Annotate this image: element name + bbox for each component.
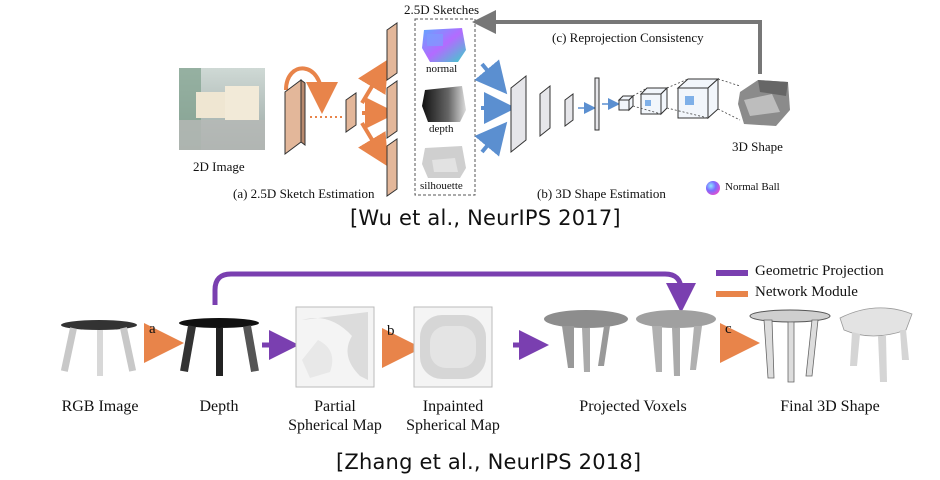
depth-label: depth: [429, 123, 454, 135]
projected-voxels-image: [544, 310, 716, 376]
citation-zhang: [Zhang et al., NeurIPS 2018]: [336, 450, 642, 474]
normal-sketch-image: [422, 28, 466, 62]
inpainted-spherical-map-image: [413, 306, 493, 388]
partial-map-label-1: Partial: [314, 398, 356, 415]
rgb-image-label: RGB Image: [61, 398, 139, 415]
output-shape-label: 3D Shape: [732, 139, 783, 154]
shape-encoder-maps: [510, 74, 620, 154]
inpainted-map-label-1: Inpainted: [422, 398, 484, 415]
final-shape-label: Final 3D Shape: [780, 398, 880, 415]
arrow-normal-to-3d: [474, 59, 508, 95]
input-image-label: 2D Image: [193, 159, 245, 174]
legend-network-label: Network Module: [755, 284, 858, 300]
depth-caption: Depth: [199, 398, 239, 415]
inpainted-map-label-2: Spherical Map: [406, 417, 500, 434]
normal-label: normal: [426, 63, 458, 75]
geometric-projection-arc: [212, 271, 696, 313]
encoder-feature-map-large: [284, 79, 306, 155]
silhouette-sketch-image: [422, 146, 466, 178]
legend-swatch-network: [716, 291, 748, 297]
partial-map-label-2: Spherical Map: [288, 417, 382, 434]
step-b-label: b: [387, 323, 395, 339]
projected-voxels-label: Projected Voxels: [579, 398, 687, 415]
normal-ball-icon: [706, 181, 720, 195]
loop-arrow: [284, 66, 338, 114]
partial-spherical-map-image: [295, 306, 375, 388]
silhouette-label: silhouette: [420, 180, 463, 192]
legend-swatch-geometric: [716, 270, 748, 276]
encoder-feature-map-small: [345, 92, 357, 133]
legend-geometric-label: Geometric Projection: [755, 263, 884, 279]
step-a-label: a: [149, 321, 156, 337]
sketches-title: 2.5D Sketches: [404, 2, 480, 17]
voxel-decoder-cubes: [617, 77, 720, 120]
normal-ball-label: Normal Ball: [725, 181, 780, 193]
arrow-to-normal-decoder: [358, 59, 389, 105]
input-photo: [179, 68, 265, 150]
reprojection-label: (c) Reprojection Consistency: [552, 30, 704, 45]
step-c-label: c: [725, 321, 732, 337]
sketches-box: [414, 18, 476, 196]
depth-table-image: [179, 318, 259, 376]
rgb-table-image: [60, 320, 137, 376]
arrow-silhouette-to-3d: [474, 121, 508, 157]
stage-b-label: (b) 3D Shape Estimation: [537, 186, 666, 201]
citation-wu: [Wu et al., NeurIPS 2017]: [350, 206, 621, 230]
cube-projection-lines: [632, 78, 741, 121]
stage-a-label: (a) 2.5D Sketch Estimation: [233, 186, 375, 201]
reprojection-arrow: [472, 10, 762, 74]
decoder-maps: [386, 22, 398, 197]
arrow-to-silhouette-decoder: [358, 121, 389, 167]
depth-sketch-image: [422, 86, 466, 122]
output-3d-chair: [738, 80, 790, 126]
final-3d-shape-image: [749, 307, 913, 383]
